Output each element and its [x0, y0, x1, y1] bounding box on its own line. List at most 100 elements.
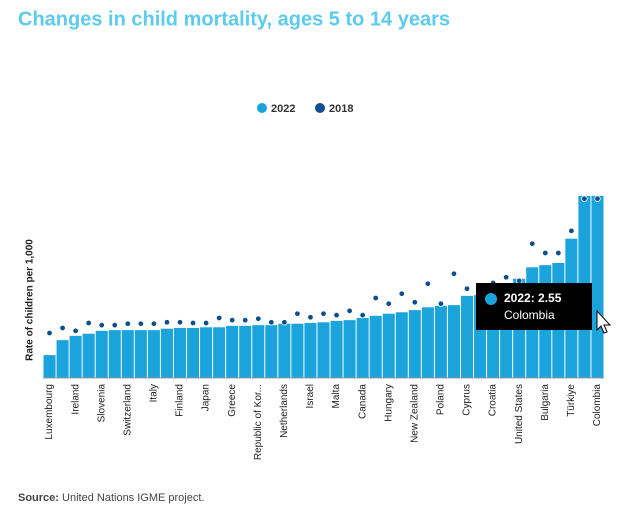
source-text: United Nations IGME project.	[62, 492, 204, 504]
tooltip-category: Colombia	[504, 308, 555, 322]
x-tick-label: Malta	[331, 384, 342, 409]
x-tick-label: Netherlands	[279, 384, 290, 438]
dot	[594, 195, 601, 202]
bar	[382, 313, 395, 378]
bar	[395, 312, 408, 378]
bar	[252, 325, 265, 378]
dot	[150, 320, 158, 327]
bar	[239, 325, 252, 378]
bar	[369, 315, 382, 378]
dot	[228, 316, 236, 324]
x-tick-label: Greece	[227, 384, 238, 417]
bar	[147, 330, 160, 378]
dot	[202, 319, 210, 327]
dot	[268, 319, 275, 326]
dot	[529, 240, 536, 247]
dot	[411, 299, 419, 306]
dot	[111, 321, 118, 329]
dot	[372, 294, 379, 302]
x-tick-label: Italy	[149, 384, 160, 402]
dot	[515, 277, 523, 285]
bar	[408, 310, 421, 378]
bar	[200, 327, 213, 378]
bar	[173, 328, 187, 378]
plot: 2022 2018 Luxembourg Ireland Slovenia Switzer…	[43, 103, 612, 460]
dot	[555, 249, 562, 257]
legend-label: 2022	[271, 103, 295, 115]
bar	[213, 327, 226, 378]
dot	[189, 319, 197, 327]
bar	[421, 307, 434, 378]
bar	[447, 305, 460, 378]
bar	[95, 330, 108, 378]
x-tick-label: Japan	[201, 384, 212, 411]
bar	[304, 323, 317, 378]
tooltip-value: 2022: 2.55	[504, 291, 562, 305]
x-tick-label: Poland	[436, 384, 447, 415]
dot	[85, 319, 92, 327]
dot	[398, 290, 405, 297]
dot	[359, 311, 366, 319]
dot	[437, 300, 445, 307]
dot	[502, 274, 510, 281]
bar	[108, 330, 121, 378]
dot	[424, 280, 432, 287]
bar	[121, 330, 134, 378]
bar	[56, 340, 69, 378]
cursor	[596, 309, 612, 334]
x-tick-label: Slovenia	[96, 384, 107, 423]
dot	[163, 319, 171, 326]
tooltip-marker	[485, 293, 497, 305]
dot	[72, 327, 79, 335]
bar	[82, 333, 95, 378]
source-label: Source:	[18, 492, 59, 504]
chart-title: Changes in child mortality, ages 5 to 14…	[18, 8, 450, 30]
dot	[59, 324, 66, 332]
dot	[307, 314, 314, 321]
x-tick-label: Luxembourg	[44, 384, 55, 440]
dot	[320, 310, 327, 317]
dot	[242, 316, 249, 324]
bar	[69, 335, 82, 378]
bar	[460, 295, 474, 378]
x-tick-label: Republic of Kor...	[253, 384, 264, 460]
bar	[265, 325, 278, 378]
x-tick-label: Colombia	[592, 384, 603, 427]
dot	[385, 300, 392, 307]
legend-marker	[257, 103, 267, 113]
dot	[137, 320, 145, 327]
x-tick-label: Hungary	[383, 384, 394, 422]
bar	[317, 322, 330, 378]
dot	[46, 329, 53, 337]
dot	[215, 314, 223, 322]
x-tick-label: New Zealand	[409, 384, 420, 443]
x-tick-label: Finland	[175, 384, 186, 417]
bar	[434, 305, 447, 378]
bar	[187, 328, 200, 378]
dot	[463, 285, 471, 292]
dot	[568, 227, 575, 235]
bar	[356, 318, 369, 378]
y-axis-label: Rate of children per 1,000	[25, 239, 36, 361]
dot	[294, 310, 301, 317]
bar	[134, 330, 147, 378]
x-tick-label: Ireland	[70, 384, 81, 415]
dot	[450, 270, 458, 277]
bar	[160, 328, 173, 378]
bar	[278, 323, 291, 378]
x-tick-label: United States	[514, 384, 525, 444]
dot	[346, 307, 353, 315]
dot	[124, 320, 132, 327]
legend-label: 2018	[329, 103, 353, 115]
legend-marker	[315, 103, 325, 113]
bar	[591, 195, 604, 378]
dot	[98, 321, 105, 329]
x-tick-label: Switzerland	[122, 384, 133, 436]
dot	[281, 319, 288, 326]
x-tick-label: Cyprus	[462, 384, 473, 416]
dot	[542, 249, 549, 257]
bar	[226, 325, 239, 378]
source: Source: United Nations IGME project.	[18, 492, 204, 504]
